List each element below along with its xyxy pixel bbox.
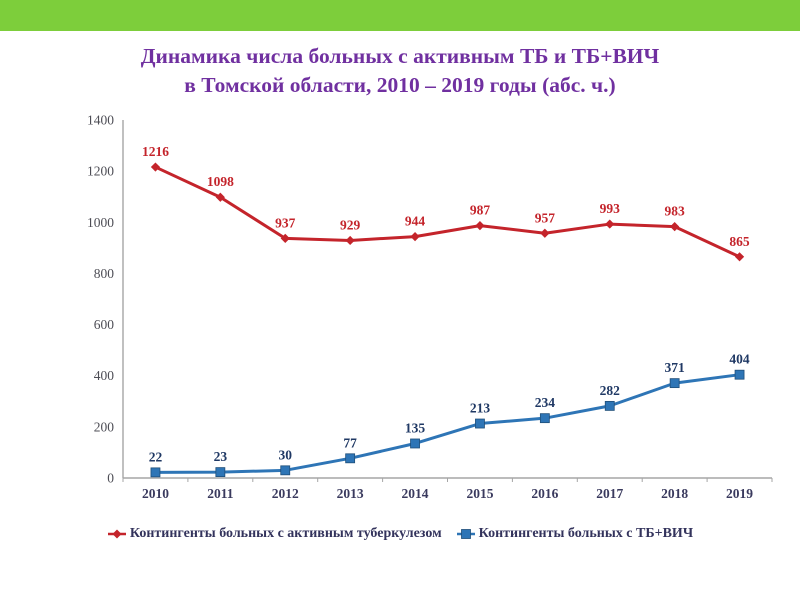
svg-text:929: 929	[340, 217, 361, 232]
svg-text:2011: 2011	[207, 486, 234, 501]
svg-text:213: 213	[470, 401, 491, 416]
svg-text:234: 234	[535, 395, 556, 410]
svg-text:2016: 2016	[531, 486, 558, 501]
svg-text:135: 135	[405, 420, 426, 435]
svg-text:983: 983	[665, 204, 686, 219]
chart-title: Динамика числа больных с активным ТБ и Т…	[0, 42, 800, 100]
legend-label-tb: Контингенты больных с активным туберкуле…	[129, 526, 442, 541]
svg-text:2017: 2017	[596, 486, 623, 501]
svg-text:800: 800	[94, 266, 115, 281]
svg-text:865: 865	[729, 234, 750, 249]
svg-text:1000: 1000	[87, 215, 114, 230]
svg-text:1216: 1216	[142, 144, 169, 159]
chart-legend: Контингенты больных с активным туберкуле…	[0, 526, 800, 542]
line-chart: 0 200 400 600 800 1000 1200 1400 2010 2011 2012 201…	[0, 100, 800, 518]
svg-text:404: 404	[729, 352, 750, 367]
red-line-diamond-marker-icon	[107, 529, 126, 539]
line-chart-svg: 0 200 400 600 800 1000 1200 1400 2010 2011 2012 201…	[87, 113, 773, 501]
svg-text:944: 944	[405, 214, 426, 229]
svg-text:937: 937	[275, 215, 296, 230]
svg-text:30: 30	[279, 447, 293, 462]
svg-text:2010: 2010	[142, 486, 169, 501]
svg-text:1200: 1200	[87, 164, 114, 179]
blue-line-square-marker-icon	[456, 529, 475, 539]
svg-text:600: 600	[94, 317, 115, 332]
svg-text:2012: 2012	[272, 486, 299, 501]
svg-text:2019: 2019	[726, 486, 753, 501]
svg-text:2018: 2018	[661, 486, 688, 501]
svg-text:1400: 1400	[87, 113, 114, 128]
svg-text:0: 0	[107, 471, 114, 486]
svg-text:400: 400	[94, 368, 115, 383]
svg-text:993: 993	[600, 201, 621, 216]
legend-item-tb: Контингенты больных с активным туберкуле…	[107, 526, 442, 542]
svg-text:1098: 1098	[207, 174, 234, 189]
svg-text:282: 282	[600, 383, 621, 398]
svg-text:2014: 2014	[402, 486, 429, 501]
svg-text:77: 77	[343, 435, 357, 450]
svg-text:987: 987	[470, 203, 491, 218]
top-accent-bar	[0, 0, 800, 31]
svg-text:2015: 2015	[466, 486, 493, 501]
legend-item-tb-hiv: Контингенты больных с ТБ+ВИЧ	[456, 526, 693, 542]
svg-text:957: 957	[535, 210, 556, 225]
svg-text:371: 371	[665, 360, 686, 375]
svg-text:2013: 2013	[337, 486, 364, 501]
svg-text:200: 200	[94, 419, 115, 434]
svg-text:22: 22	[149, 449, 163, 464]
chart-title-line1: Динамика числа больных с активным ТБ и Т…	[140, 44, 660, 68]
legend-label-tb-hiv: Контингенты больных с ТБ+ВИЧ	[478, 526, 694, 541]
chart-title-line2: в Томской области, 2010 – 2019 годы (абс…	[184, 73, 616, 97]
svg-text:23: 23	[214, 449, 228, 464]
